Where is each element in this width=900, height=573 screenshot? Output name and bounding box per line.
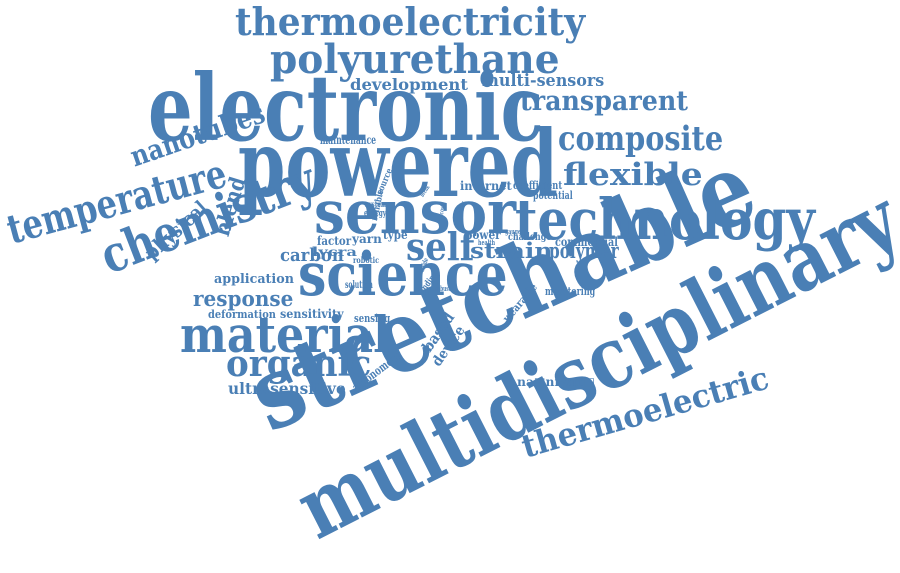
word-nanonet: na□ni-ett□	[517, 375, 596, 389]
word-transparent: transparent	[520, 86, 688, 117]
word-health: health	[478, 238, 496, 247]
word-polyurethane: polyurethane	[270, 36, 560, 83]
word-carbon: carbon	[280, 245, 344, 266]
word-yarn: yarn	[352, 232, 382, 246]
word-ultrasensitive: ultrasensitive	[228, 379, 346, 398]
word-coefficient: coefficient	[513, 179, 563, 192]
word-sensitivity: sensitivity	[280, 307, 344, 321]
word-material: material	[180, 305, 390, 364]
word-maintenance: maintenance	[320, 133, 377, 147]
word-organic: organic	[226, 343, 372, 385]
word-commercial: commercial	[555, 235, 618, 249]
word-thermoelectricity: thermoelectricity	[235, 0, 586, 44]
word-internet: internet	[460, 179, 512, 193]
word-science: science	[298, 240, 508, 310]
word-energy: energy	[364, 209, 387, 219]
word-composite: composite	[558, 119, 724, 159]
word-strain: strain	[470, 238, 553, 263]
word-gauge: gauge	[505, 227, 521, 236]
word-multi-sensors: multi-sensors	[482, 71, 605, 91]
word-deformation: deformation	[208, 308, 276, 321]
word-application: application	[214, 272, 294, 287]
word-challenge: challenge	[508, 232, 552, 243]
word-technology: technology	[515, 187, 815, 253]
word-electronic: electronic	[148, 54, 544, 162]
word-robotic: robotic	[353, 255, 380, 265]
word-system: system	[365, 199, 387, 209]
word-self: self	[406, 224, 475, 269]
word-monitoring: monitoring	[545, 285, 596, 298]
word-powered: powered	[238, 110, 558, 218]
word-development: development	[350, 75, 468, 94]
word-robust: robust	[435, 284, 451, 293]
word-lycra: lycra	[312, 245, 357, 259]
word-factor: factor	[317, 234, 352, 248]
word-type: type	[383, 228, 408, 242]
word-flexible: flexible	[563, 157, 703, 193]
word-sensor: sensor	[314, 178, 516, 248]
word-sensing: sensing	[354, 312, 391, 325]
word-power: power	[465, 228, 501, 242]
word-potential: potential	[533, 189, 573, 202]
word-polymer: polymer	[549, 238, 619, 263]
word-response: response	[193, 286, 294, 311]
word-solution: solution	[345, 280, 373, 291]
